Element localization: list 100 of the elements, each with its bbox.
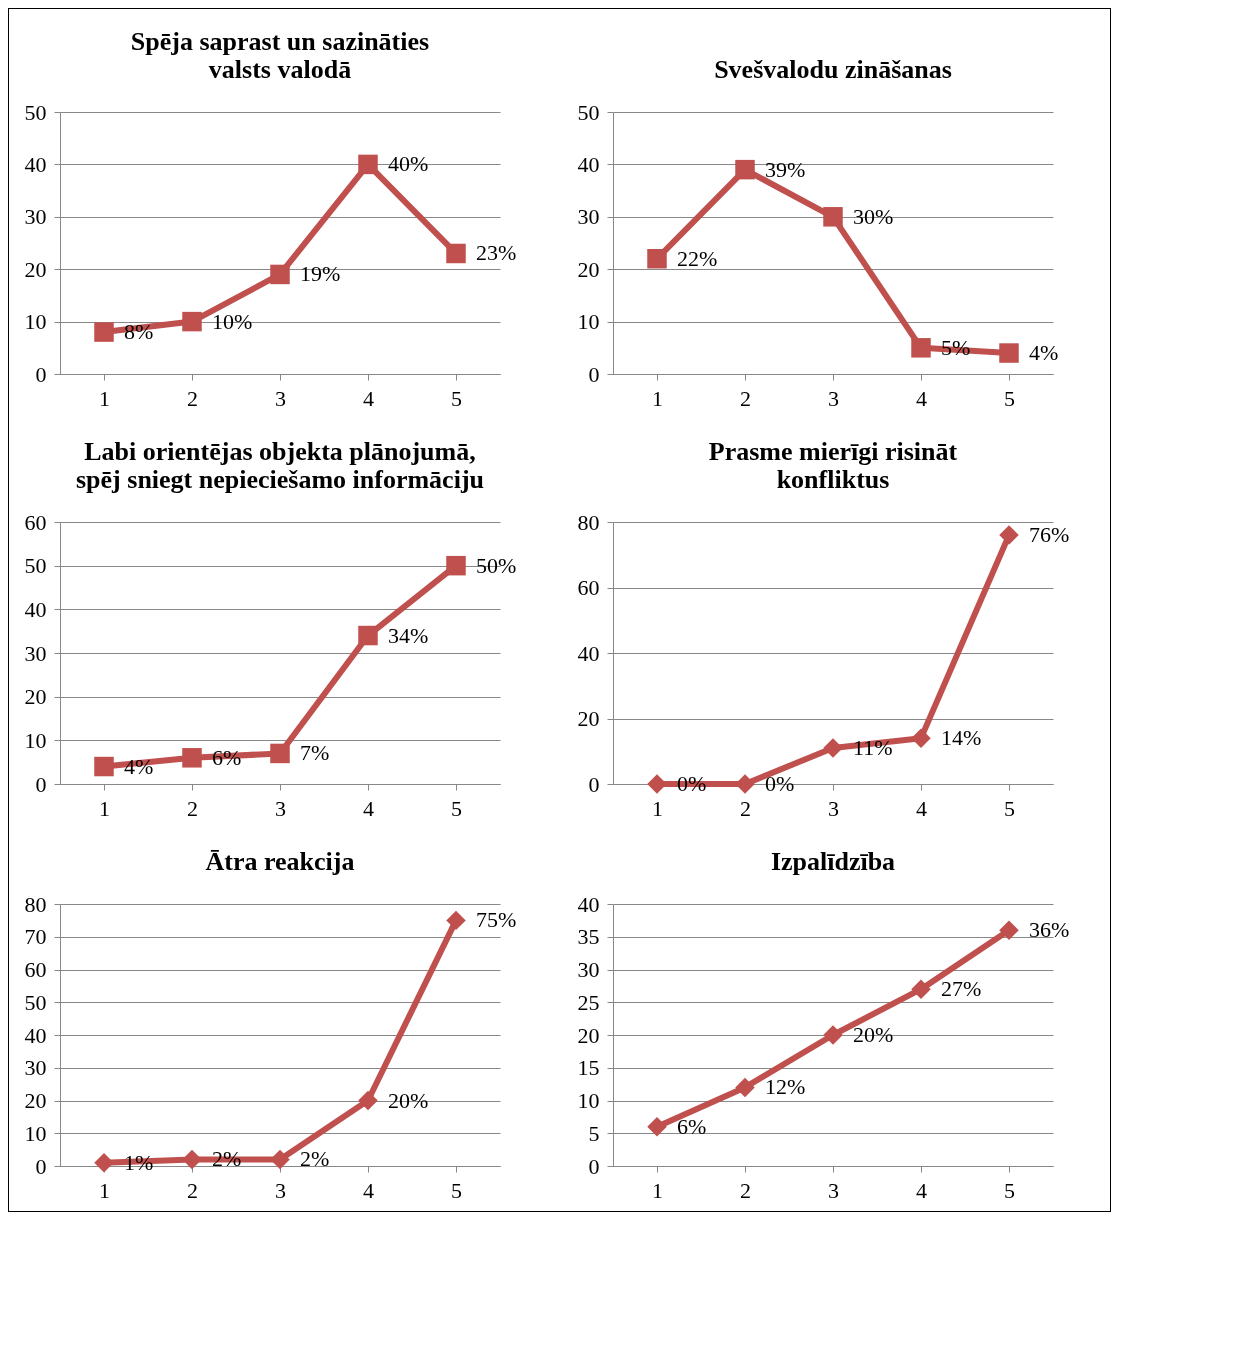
y-tick-label: 20 — [24, 256, 47, 282]
x-tick-label: 5 — [1004, 795, 1015, 821]
x-tick-label: 4 — [916, 385, 927, 411]
y-tick-label: 25 — [577, 989, 600, 1015]
data-label: 6% — [677, 1113, 707, 1139]
data-label: 14% — [941, 725, 982, 751]
x-tick-label: 1 — [652, 1177, 663, 1203]
point — [94, 322, 114, 342]
x-tick-label: 2 — [187, 1177, 198, 1203]
x-tick-label: 5 — [451, 1177, 462, 1203]
y-tick-label: 10 — [577, 309, 600, 335]
data-label: 7% — [300, 740, 330, 766]
y-tick-label: 80 — [24, 891, 47, 917]
y-tick-label: 10 — [24, 309, 47, 335]
y-tick-label: 50 — [577, 99, 600, 125]
x-tick-label: 2 — [740, 795, 751, 821]
point — [270, 264, 290, 285]
point — [182, 748, 202, 768]
x-tick-label: 1 — [99, 795, 110, 821]
point — [999, 920, 1019, 940]
point — [911, 338, 931, 358]
y-tick-label: 10 — [24, 1120, 47, 1146]
y-tick-label: 80 — [577, 509, 600, 535]
y-tick-label: 40 — [577, 640, 600, 666]
x-tick-label: 3 — [275, 795, 286, 821]
data-label: 19% — [300, 261, 341, 287]
y-tick-label: 40 — [24, 1022, 47, 1048]
y-tick-label: 30 — [577, 957, 600, 982]
y-tick-label: 30 — [24, 204, 47, 230]
y-tick-label: 60 — [24, 957, 47, 982]
data-label: 20% — [853, 1022, 894, 1047]
chart-title: Labi orientējas objekta plānojumā, spēj sniegt nepieciešamo informāciju — [75, 437, 485, 494]
point — [911, 728, 931, 748]
data-label: 5% — [941, 334, 971, 360]
data-label: 36% — [1029, 917, 1070, 943]
point — [270, 743, 290, 764]
x-tick-label: 3 — [275, 385, 286, 411]
data-label: 34% — [388, 622, 429, 648]
chart-title: Prasme mierīgi risināt konfliktus — [708, 437, 958, 494]
chart-title: Spēja saprast un sazināties valsts valodā — [130, 27, 430, 84]
y-tick-label: 0 — [588, 771, 600, 797]
data-label: 2% — [212, 1146, 242, 1172]
x-tick-label: 5 — [451, 385, 462, 411]
y-tick-label: 40 — [24, 151, 47, 177]
point — [94, 756, 114, 777]
x-tick-label: 5 — [1004, 1177, 1015, 1203]
x-tick-label: 3 — [828, 385, 839, 411]
chart-title: Ātra reakcija — [205, 847, 355, 876]
x-tick-label: 1 — [99, 1177, 110, 1203]
y-tick-label: 50 — [24, 99, 47, 125]
data-label: 0% — [765, 771, 795, 796]
y-tick-label: 30 — [24, 1055, 47, 1081]
y-tick-label: 40 — [577, 151, 600, 177]
point — [999, 525, 1019, 545]
y-tick-label: 30 — [24, 640, 47, 666]
y-tick-label: 20 — [24, 684, 47, 710]
data-label: 4% — [1029, 340, 1059, 366]
data-label: 2% — [300, 1146, 330, 1172]
data-label: 39% — [765, 156, 806, 182]
x-tick-label: 3 — [828, 1177, 839, 1203]
chart-title: Svešvalodu zināšanas — [714, 55, 952, 84]
data-label: 22% — [677, 245, 718, 271]
point — [999, 343, 1019, 363]
point — [446, 555, 466, 576]
data-label: 76% — [1029, 522, 1070, 548]
point — [735, 774, 755, 794]
data-label: 27% — [941, 976, 982, 1002]
point — [358, 625, 378, 646]
y-tick-label: 10 — [577, 1088, 600, 1113]
x-tick-label: 4 — [363, 385, 374, 411]
x-tick-label: 2 — [740, 1177, 751, 1203]
y-tick-label: 50 — [24, 553, 47, 579]
point — [270, 1149, 290, 1170]
point — [182, 311, 202, 332]
data-label: 12% — [765, 1074, 806, 1100]
point — [182, 1149, 202, 1170]
x-tick-label: 3 — [828, 795, 839, 821]
data-label: 75% — [476, 907, 517, 933]
x-tick-label: 4 — [363, 1177, 374, 1203]
x-tick-label: 1 — [99, 385, 110, 411]
x-tick-label: 1 — [652, 795, 663, 821]
chart-title: Izpalīdzība — [770, 847, 896, 876]
y-tick-label: 0 — [35, 1153, 47, 1179]
data-label: 30% — [853, 203, 894, 229]
x-tick-label: 4 — [363, 795, 374, 821]
point — [911, 979, 931, 999]
y-tick-label: 20 — [577, 1022, 600, 1048]
y-tick-label: 0 — [35, 361, 47, 387]
point — [823, 738, 843, 758]
data-label: 20% — [388, 1087, 429, 1113]
y-tick-label: 35 — [577, 924, 600, 950]
point — [735, 1077, 755, 1098]
y-tick-label: 0 — [35, 771, 47, 797]
y-tick-label: 20 — [577, 256, 600, 282]
x-tick-label: 2 — [187, 385, 198, 411]
point — [823, 1025, 843, 1045]
x-tick-label: 1 — [652, 385, 663, 411]
point — [647, 1116, 667, 1137]
data-label: 40% — [388, 151, 429, 177]
point — [446, 910, 466, 931]
